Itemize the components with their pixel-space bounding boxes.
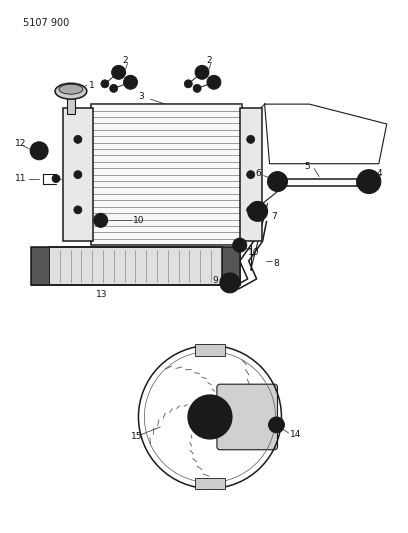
- Circle shape: [233, 238, 247, 252]
- Text: 8: 8: [273, 259, 279, 268]
- Circle shape: [203, 410, 217, 424]
- Text: 4: 4: [377, 169, 382, 178]
- Text: 2: 2: [122, 56, 128, 65]
- Text: 14: 14: [290, 430, 302, 439]
- Text: 11: 11: [15, 174, 27, 183]
- Circle shape: [52, 175, 60, 183]
- Circle shape: [124, 75, 137, 89]
- Bar: [67, 98, 75, 114]
- Circle shape: [112, 66, 126, 79]
- Circle shape: [237, 242, 243, 248]
- Text: 6: 6: [256, 169, 262, 178]
- Bar: [63, 108, 93, 241]
- Text: 13: 13: [96, 290, 107, 300]
- Circle shape: [220, 273, 240, 293]
- Circle shape: [98, 217, 104, 223]
- Bar: [31, 247, 240, 285]
- Circle shape: [247, 135, 255, 143]
- Text: 1: 1: [89, 80, 95, 90]
- Text: 12: 12: [15, 139, 27, 148]
- Circle shape: [188, 395, 232, 439]
- Polygon shape: [264, 104, 387, 164]
- Circle shape: [74, 206, 82, 214]
- Text: 3: 3: [138, 92, 144, 101]
- Text: 5107 900: 5107 900: [23, 18, 69, 28]
- Ellipse shape: [55, 83, 87, 99]
- Circle shape: [207, 75, 221, 89]
- Circle shape: [101, 80, 109, 88]
- Circle shape: [34, 146, 44, 156]
- Circle shape: [268, 417, 284, 433]
- Text: 9: 9: [212, 277, 218, 285]
- Bar: [91, 104, 242, 245]
- Text: 5: 5: [304, 162, 310, 171]
- FancyBboxPatch shape: [217, 384, 277, 450]
- Text: 7: 7: [272, 212, 277, 221]
- Circle shape: [193, 84, 201, 92]
- Circle shape: [357, 169, 381, 193]
- Circle shape: [74, 171, 82, 179]
- Ellipse shape: [59, 84, 83, 94]
- Bar: [195, 344, 225, 357]
- Circle shape: [184, 80, 192, 88]
- Bar: [240, 108, 262, 241]
- Circle shape: [196, 403, 224, 431]
- Circle shape: [94, 213, 108, 227]
- Text: 10: 10: [248, 248, 259, 256]
- Circle shape: [110, 84, 118, 92]
- Circle shape: [195, 66, 209, 79]
- Bar: [195, 478, 225, 489]
- Text: 2: 2: [206, 56, 212, 65]
- Bar: [31, 247, 49, 285]
- Bar: [49, 247, 222, 285]
- Bar: [222, 247, 240, 285]
- Circle shape: [268, 172, 287, 191]
- Circle shape: [248, 201, 268, 221]
- Circle shape: [30, 142, 48, 160]
- Text: 15: 15: [131, 432, 142, 441]
- Circle shape: [74, 135, 82, 143]
- Circle shape: [247, 206, 255, 214]
- Text: 10: 10: [133, 216, 144, 225]
- Circle shape: [247, 171, 255, 179]
